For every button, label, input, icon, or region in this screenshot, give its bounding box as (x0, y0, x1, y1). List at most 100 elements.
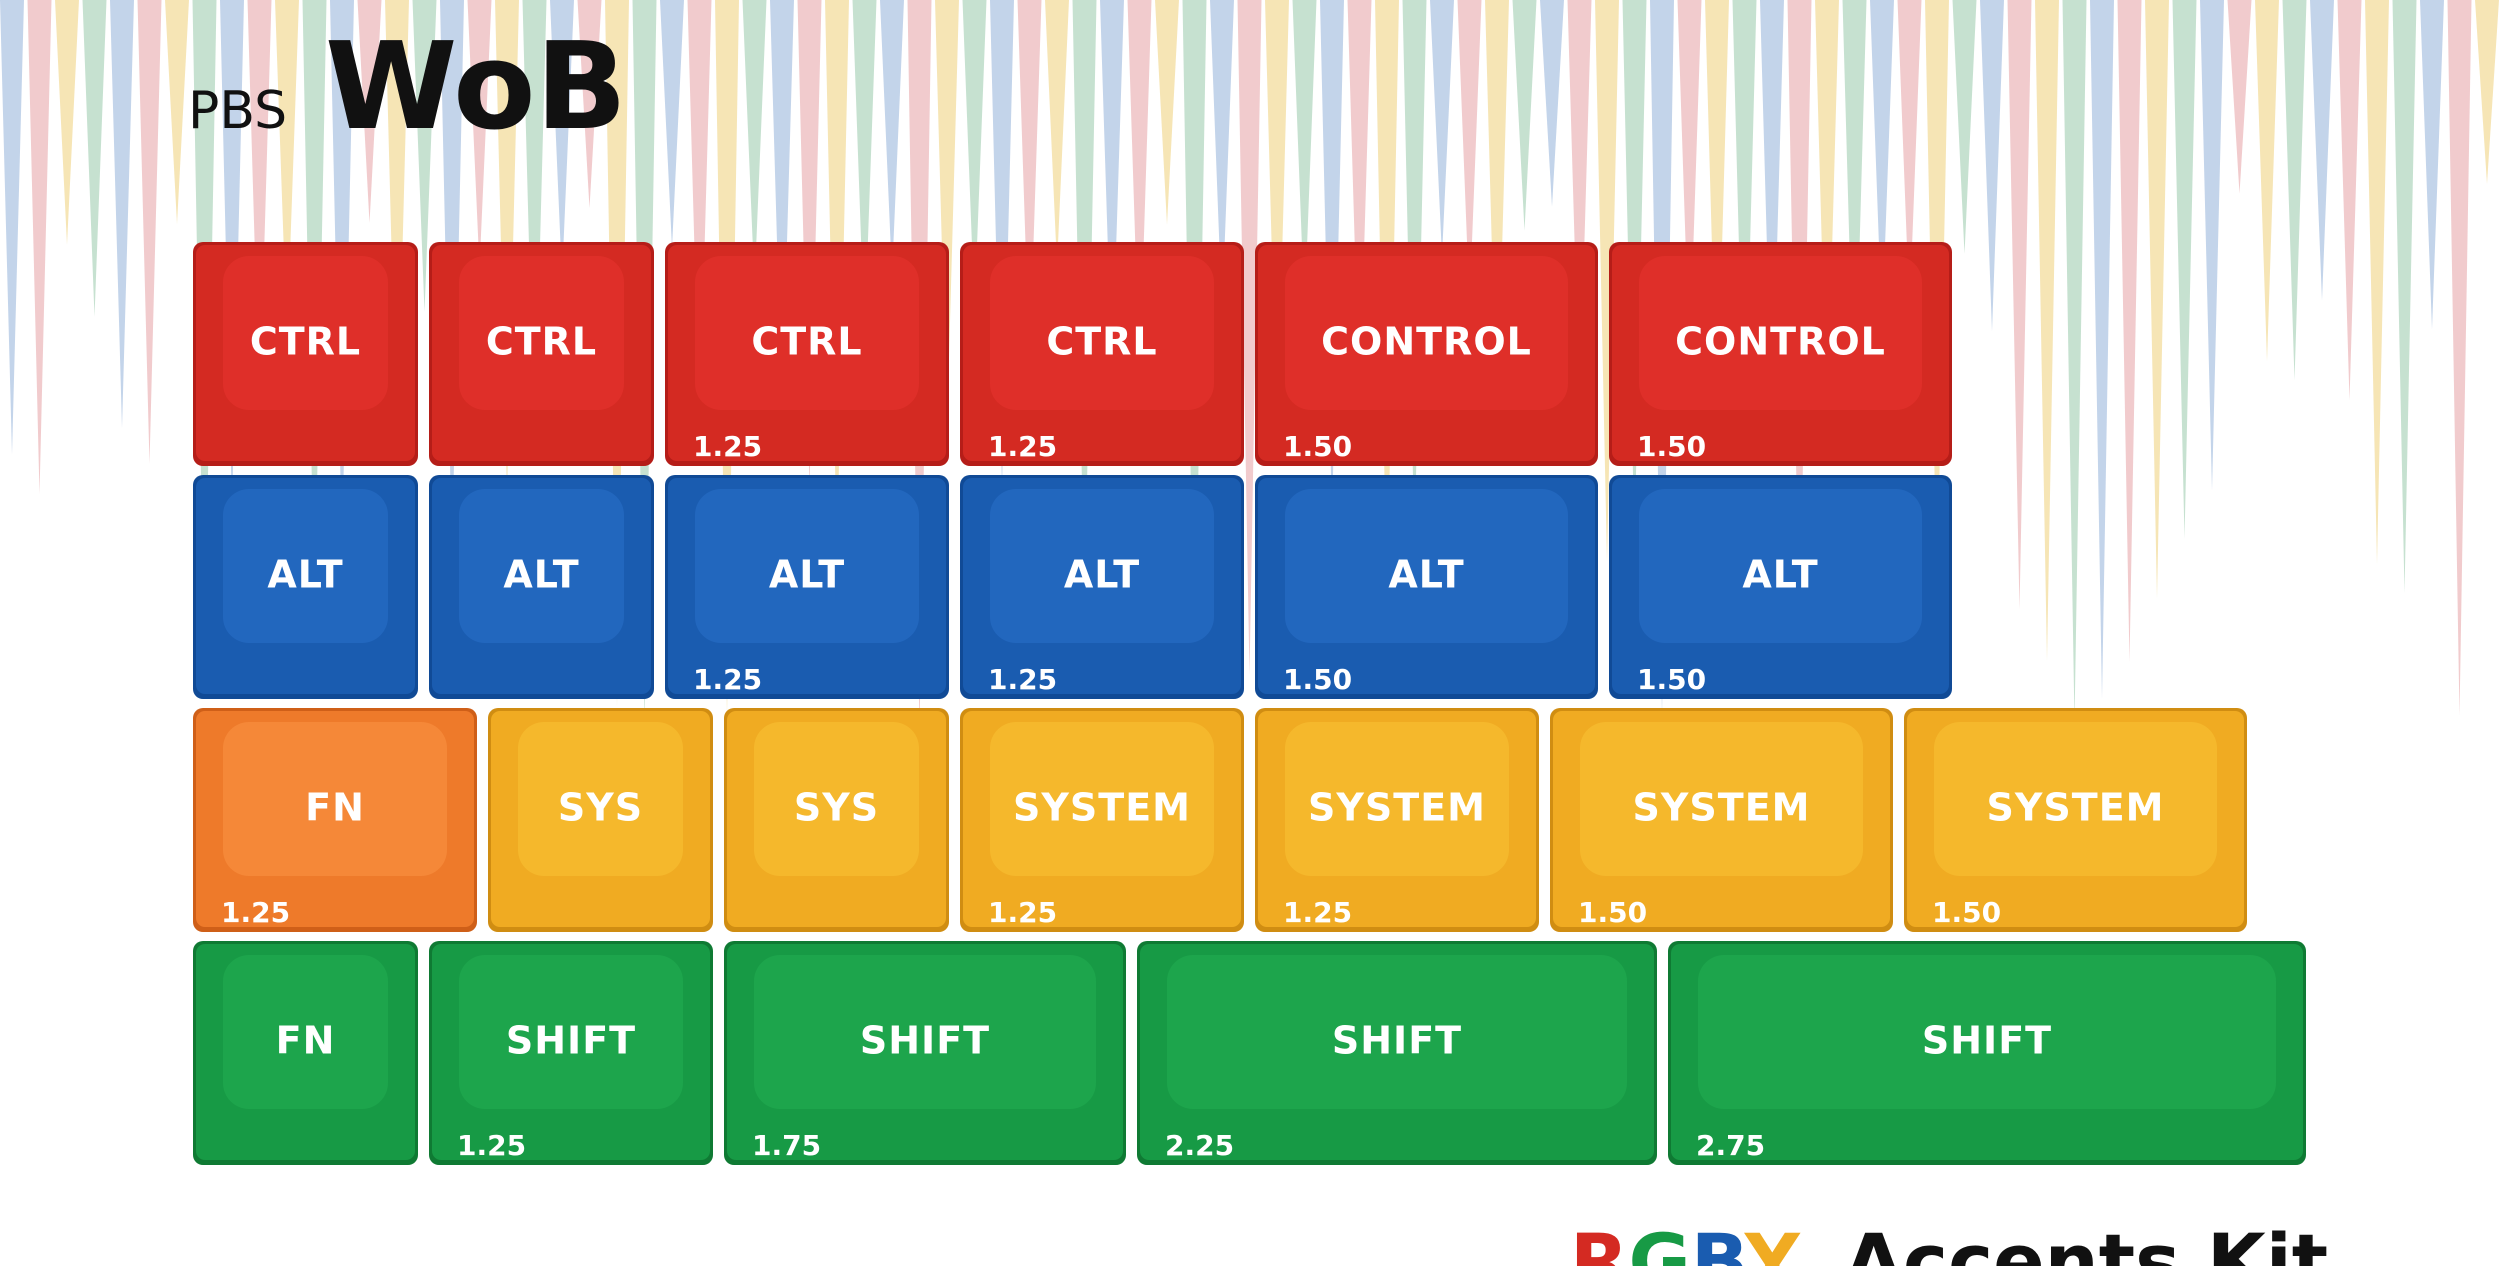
stripe (385, 0, 409, 460)
stripe (27, 0, 52, 495)
keycap-top (1167, 955, 1627, 1109)
stripe (1705, 0, 1729, 426)
key-size: 2.75 (1696, 1129, 1765, 1162)
key-label: CTRL (250, 320, 361, 364)
stripe (2255, 0, 2279, 362)
key-label: SYSTEM (1633, 786, 1811, 830)
keycap: ALT 1.50 (1609, 475, 1952, 699)
keycap-top (695, 489, 919, 643)
stripe (82, 0, 107, 317)
stripe (550, 0, 574, 279)
keycap: FN (193, 941, 418, 1165)
stripe (1842, 0, 1867, 427)
key-size: 1.50 (1283, 430, 1352, 463)
key-size: 1.25 (1283, 896, 1352, 929)
keycap-top (1285, 489, 1568, 643)
keycap-top (1934, 722, 2217, 876)
stripe (247, 0, 272, 411)
keycap: ALT 1.25 (665, 475, 949, 699)
stripe (522, 0, 547, 453)
stripe (1485, 0, 1509, 433)
key-size: 1.50 (1283, 663, 1352, 696)
key-size: 1.25 (693, 430, 762, 463)
stripe (110, 0, 134, 429)
keycap: ALT (429, 475, 654, 699)
key-label: ALT (1742, 553, 1818, 597)
keycap: CONTROL 1.50 (1609, 242, 1952, 466)
key-label: SYS (794, 786, 879, 830)
kit-name: RGBY Accents Kit (1570, 1217, 2328, 1266)
keycap-top (754, 955, 1096, 1109)
key-label: ALT (267, 553, 343, 597)
kit-rest: Accents Kit (1844, 1217, 2328, 1266)
key-size: 1.75 (752, 1129, 821, 1162)
keycap: SHIFT 1.75 (724, 941, 1126, 1165)
keycap-top (518, 722, 683, 876)
keycap: ALT 1.25 (960, 475, 1244, 699)
keycap: CONTROL 1.50 (1255, 242, 1598, 466)
stripe (2310, 0, 2334, 301)
key-label: FN (305, 786, 365, 830)
key-size: 1.25 (221, 896, 290, 929)
keycap-top (1639, 489, 1922, 643)
key-size: 1.25 (988, 663, 1057, 696)
keycap-top (459, 955, 683, 1109)
stripe (2447, 0, 2472, 716)
stripe (2392, 0, 2417, 593)
key-size: 2.25 (1165, 1129, 1234, 1162)
keycap: SHIFT 2.75 (1668, 941, 2306, 1165)
key-size: 1.50 (1932, 896, 2001, 929)
keycap-top (1580, 722, 1863, 876)
keycap-top (1285, 256, 1568, 410)
stripe (1100, 0, 1124, 377)
keycap: SYS (488, 708, 713, 932)
stripe (55, 0, 79, 245)
key-label: CONTROL (1675, 320, 1886, 364)
keycap-top (223, 955, 388, 1109)
keycap-top (990, 722, 1214, 876)
stripe (1237, 0, 1262, 676)
stripe (880, 0, 904, 276)
stripe (1897, 0, 1922, 313)
key-label: ALT (503, 553, 579, 597)
key-label: CTRL (751, 320, 862, 364)
stripe (2007, 0, 2032, 610)
key-label: CTRL (486, 320, 597, 364)
stripe (1567, 0, 1592, 411)
key-label: SYSTEM (1013, 786, 1191, 830)
kit-accent: RGBY (1570, 1217, 1801, 1266)
keycap-top (754, 722, 919, 876)
stripe (1870, 0, 1894, 328)
stripe (2227, 0, 2252, 194)
key-size: 1.50 (1637, 430, 1706, 463)
keycap: ALT 1.50 (1255, 475, 1598, 699)
stripe (852, 0, 877, 338)
stripe (1127, 0, 1152, 377)
keycap-top (459, 489, 624, 643)
key-label: SYSTEM (1308, 786, 1486, 830)
stripe (742, 0, 767, 286)
stripe (660, 0, 684, 248)
key-size: 1.50 (1637, 663, 1706, 696)
keycap: SYSTEM 1.25 (1255, 708, 1539, 932)
key-size: 1.25 (988, 896, 1057, 929)
keycaps: CTRL CTRL CTRL1.25CTRL1.25CONTROL1.50CONTR… (193, 242, 2306, 1165)
stripe (1430, 0, 1454, 257)
key-label: CTRL (1046, 320, 1157, 364)
stripe (1732, 0, 1757, 458)
stripe (1045, 0, 1069, 267)
stripe (2035, 0, 2059, 661)
stripe (1815, 0, 1839, 433)
key-size: 1.25 (693, 663, 762, 696)
keycap: FN 1.25 (193, 708, 477, 932)
stripe (137, 0, 162, 464)
stripe (2172, 0, 2197, 539)
stripe (1292, 0, 1317, 313)
stripe (962, 0, 987, 311)
stripe (770, 0, 794, 415)
key-size: 1.25 (457, 1129, 526, 1162)
key-label: SHIFT (1332, 1019, 1462, 1063)
key-label: SYS (558, 786, 643, 830)
stripe (2475, 0, 2499, 184)
